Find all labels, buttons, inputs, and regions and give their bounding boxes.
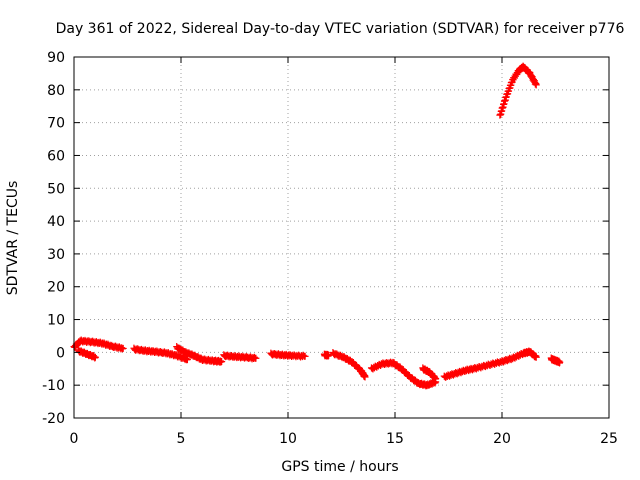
y-tick-label: -20 bbox=[42, 411, 65, 427]
y-tick-label: 90 bbox=[47, 50, 65, 66]
x-tick-label: 15 bbox=[386, 431, 404, 447]
data-segment bbox=[130, 344, 191, 364]
x-axis-label: GPS time / hours bbox=[281, 459, 398, 475]
data-point bbox=[119, 344, 127, 352]
data-point bbox=[361, 373, 369, 381]
y-tick-label: 50 bbox=[47, 181, 65, 197]
x-tick-label: 0 bbox=[70, 431, 79, 447]
y-tick-label: -10 bbox=[42, 378, 65, 394]
plot-border bbox=[73, 56, 610, 419]
y-tick-label: 80 bbox=[47, 83, 65, 99]
data-point bbox=[301, 352, 309, 360]
x-tick-label: 10 bbox=[279, 431, 297, 447]
chart-title: Day 361 of 2022, Sidereal Day-to-day VTE… bbox=[56, 21, 625, 37]
data-segment bbox=[547, 354, 564, 367]
data-segment bbox=[496, 62, 540, 119]
data-segment bbox=[329, 348, 369, 381]
y-tick-label: 10 bbox=[47, 313, 65, 329]
data-points bbox=[70, 62, 564, 390]
data-segment bbox=[70, 336, 127, 353]
data-point bbox=[91, 353, 99, 361]
data-point bbox=[250, 353, 258, 361]
y-tick-label: 20 bbox=[47, 280, 65, 296]
y-tick-label: 40 bbox=[47, 214, 65, 230]
y-tick-label: 30 bbox=[47, 247, 65, 263]
data-point bbox=[556, 358, 564, 366]
data-point bbox=[252, 354, 260, 362]
x-tick-label: 25 bbox=[600, 431, 618, 447]
x-tick-label: 5 bbox=[177, 431, 186, 447]
axis-ticks: 0 5 10 15 20 25 -20 -10 0 10 20 30 40 50 60 70 80 90 bbox=[42, 50, 618, 447]
data-point bbox=[532, 353, 540, 361]
data-segment bbox=[220, 351, 260, 363]
data-point bbox=[118, 344, 126, 352]
data-segment bbox=[267, 349, 309, 361]
data-point bbox=[91, 354, 99, 362]
y-tick-label: 60 bbox=[47, 148, 65, 164]
data-segment bbox=[320, 350, 333, 360]
y-axis-label: SDTVAR / TECUs bbox=[5, 181, 21, 296]
y-tick-label: 0 bbox=[56, 345, 65, 361]
data-segment bbox=[367, 358, 440, 390]
data-point bbox=[182, 355, 190, 363]
x-tick-label: 20 bbox=[493, 431, 511, 447]
data-segment bbox=[419, 364, 440, 383]
data-point bbox=[432, 375, 440, 383]
y-tick-label: 70 bbox=[47, 116, 65, 132]
data-point bbox=[218, 358, 226, 366]
data-point bbox=[532, 81, 540, 89]
data-segment bbox=[173, 343, 226, 366]
data-segment bbox=[440, 347, 540, 381]
